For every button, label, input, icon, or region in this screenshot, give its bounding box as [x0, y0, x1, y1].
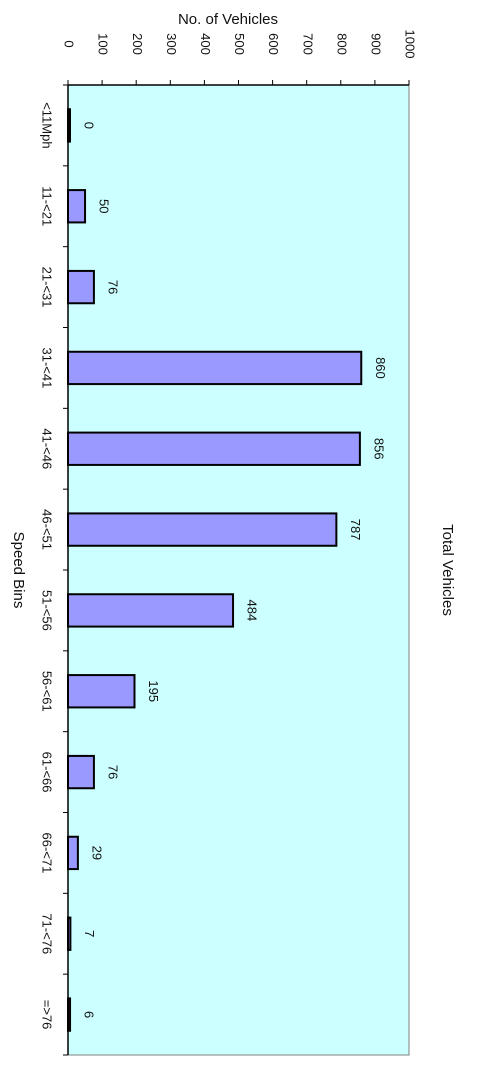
data-label: 195	[146, 680, 161, 702]
category-label: 71-<76	[40, 913, 55, 954]
bars-layer	[67, 108, 363, 1032]
bar	[67, 269, 95, 305]
category-label: 61-<66	[40, 752, 55, 793]
category-label: 21-<31	[40, 267, 55, 308]
category-label: 31-<41	[40, 347, 55, 388]
value-axis: 0 100 200 300 400 500 600 700 800 900 1000	[62, 30, 418, 86]
bar	[67, 512, 338, 547]
value-tick-label: 1000	[403, 30, 418, 59]
value-tick-label: 0	[62, 40, 77, 47]
category-label: 46-<51	[40, 509, 55, 550]
data-label: 484	[245, 600, 260, 622]
category-label: 41-<46	[40, 428, 55, 469]
bar	[67, 189, 87, 224]
value-tick-label: 200	[130, 33, 145, 55]
bar	[67, 674, 136, 709]
bar	[67, 835, 79, 871]
category-label: 66-<71	[40, 832, 55, 873]
data-label: 76	[105, 765, 120, 779]
category-label: 56-<61	[40, 671, 55, 712]
value-tick-label: 300	[164, 33, 179, 55]
data-label: 7	[82, 930, 97, 937]
value-tick-label: 900	[368, 33, 383, 55]
y-axis-title: No. of Vehicles	[178, 11, 278, 28]
category-label: 11-<21	[40, 186, 55, 226]
value-tick-label: 600	[266, 33, 281, 55]
value-tick-label: 100	[96, 33, 111, 55]
value-tick-label: 800	[334, 33, 349, 55]
value-tick-label: 400	[198, 33, 213, 55]
data-label: 29	[89, 846, 104, 860]
data-label: 0	[82, 122, 97, 129]
data-label: 76	[105, 280, 120, 294]
data-label: 6	[82, 1011, 97, 1018]
data-label: 856	[371, 438, 386, 460]
bar	[67, 350, 363, 386]
x-axis-title: Speed Bins	[10, 532, 27, 609]
data-label: 860	[373, 357, 388, 379]
chart-title: Total Vehicles	[439, 524, 456, 616]
bar	[67, 754, 95, 790]
data-label: 50	[97, 199, 112, 213]
value-tick-label: 500	[232, 33, 247, 55]
data-label: 787	[348, 519, 363, 541]
category-label: =>76	[40, 1000, 55, 1030]
value-tick-label: 700	[300, 33, 315, 55]
plot-area	[67, 84, 410, 1056]
bar	[67, 431, 361, 466]
category-axis: <11Mph 11-<21 21-<31 31-<41 41-<46 46-<51 51-<…	[40, 84, 69, 1056]
bar	[67, 593, 235, 628]
category-label: 51-<56	[40, 590, 55, 631]
category-label: <11Mph	[40, 102, 55, 148]
